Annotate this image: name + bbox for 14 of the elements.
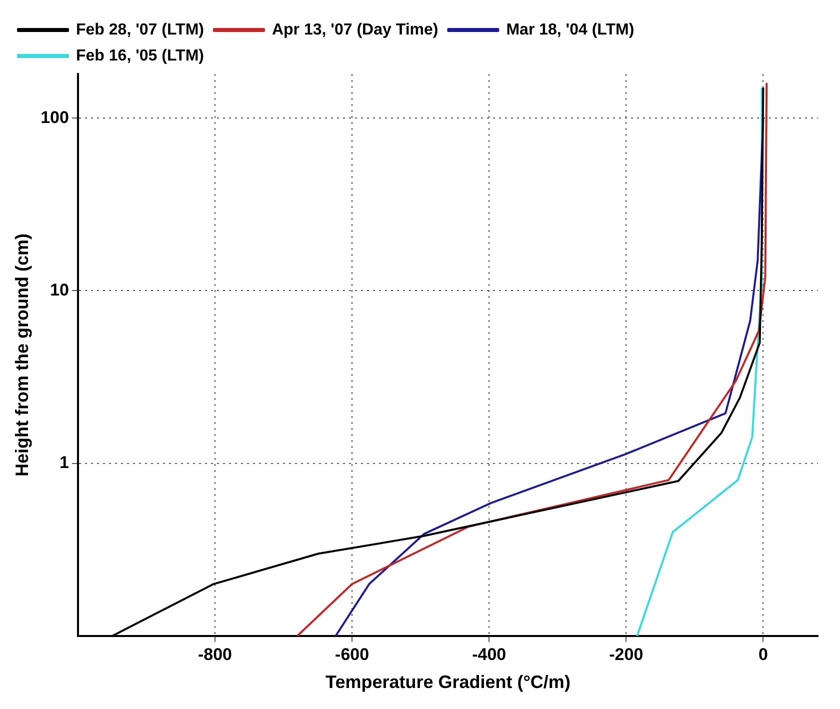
y-tick-label: 10 [50,280,69,300]
legend-label: Feb 28, '07 (LTM) [76,21,204,38]
legend-label: Apr 13, '07 (Day Time) [272,21,438,38]
x-axis-title: Temperature Gradient (°C/m) [326,672,570,692]
y-axis-title: Height from the ground (cm) [12,234,32,476]
x-tick-label: -400 [472,644,506,664]
y-tick-label: 100 [40,108,69,127]
x-tick-label: -800 [198,644,232,664]
legend-label: Feb 16, '05 (LTM) [76,47,204,64]
y-tick-label: 1 [59,453,69,472]
x-tick-label: -600 [335,644,370,664]
legend-label: Mar 18, '04 (LTM) [506,21,634,38]
x-tick-label: -200 [609,644,644,664]
x-tick-label: 0 [758,644,768,664]
